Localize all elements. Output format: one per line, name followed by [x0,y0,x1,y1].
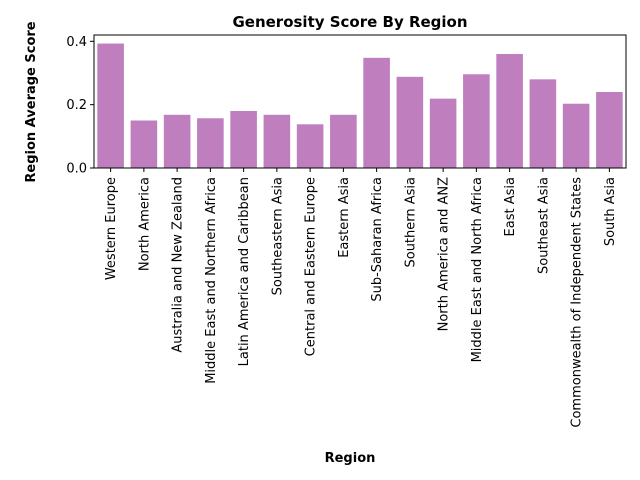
x-tick-label-4: Latin America and Caribbean [237,177,252,366]
bar-13 [529,79,557,168]
x-tick-label-15: South Asia [603,177,618,246]
x-tick-label-9: Southern Asia [403,177,418,268]
bar-3 [197,118,224,168]
x-tick-label-10: North America and ANZ [437,177,452,331]
bar-15 [596,92,623,168]
x-ticks-group: Western Europe North America Australia and… [104,168,618,428]
bar-5 [263,114,291,168]
y-axis-label: Region Average Score [24,21,39,182]
bar-8 [363,57,390,168]
bar-10 [429,98,457,168]
bar-4 [230,111,257,168]
x-axis-label: Region [325,451,376,466]
x-tick-label-0: Western Europe [104,177,119,280]
bar-9 [396,76,424,168]
x-tick-label-7: Eastern Asia [337,177,352,258]
x-tick-label-12: East Asia [503,177,518,236]
x-tick-label-3: Middle East and Northern Africa [204,177,219,384]
bars-group [97,43,623,168]
x-tick-label-8: Sub-Saharan Africa [370,177,385,302]
y-tick-label-1: 0.2 [66,98,87,113]
x-tick-label-11: Middle East and North Africa [470,177,485,362]
x-tick-label-2: Australia and New Zealand [171,177,186,353]
y-tick-label-2: 0.4 [66,35,87,50]
bar-0 [97,43,124,168]
bar-1 [130,120,158,168]
x-tick-label-6: Central and Eastern Europe [304,177,319,356]
x-tick-label-1: North America [137,177,152,271]
bar-7 [330,114,357,168]
x-tick-label-5: Southeastern Asia [270,177,285,295]
x-tick-label-14: Commonwealth of Independent States [570,177,585,428]
plot-frame [93,34,627,169]
x-tick-label-13: Southeast Asia [536,177,551,274]
chart-title: Generosity Score By Region [232,13,467,31]
y-ticks-group: 0.0 0.2 0.4 [66,35,94,177]
bar-14 [562,103,590,168]
bar-12 [496,54,523,168]
y-tick-label-0: 0.0 [66,162,87,177]
bar-11 [463,74,490,168]
bar-2 [163,114,191,168]
bar-6 [296,124,324,168]
